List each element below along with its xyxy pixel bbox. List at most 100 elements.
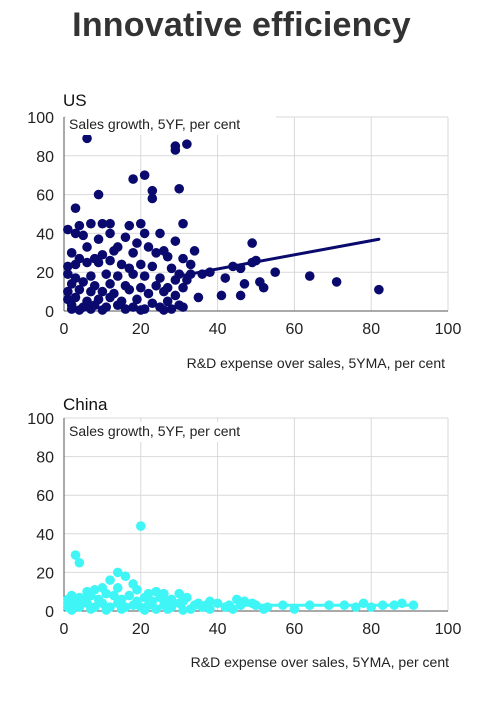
data-point [120,304,131,314]
data-point [78,277,88,287]
data-point [124,284,135,295]
data-point [159,305,169,315]
data-point [155,273,165,283]
data-point [112,583,123,593]
data-point [82,133,92,144]
data-point [143,288,154,299]
x-tick-label: 60 [286,621,304,638]
data-point [185,259,196,270]
y-note-bg [66,422,276,442]
data-point [101,605,112,615]
data-point [151,280,161,291]
data-point [178,218,188,229]
data-point [112,567,123,578]
data-point [151,604,161,614]
data-point [220,602,231,612]
data-point [162,604,173,614]
data-point [101,269,112,279]
y-tick-label: 100 [27,411,54,428]
data-point [235,290,246,301]
data-point [197,602,208,612]
data-point [216,290,227,301]
data-point [74,602,85,612]
data-point [124,220,135,231]
data-point [239,279,250,289]
data-point [109,246,119,256]
data-point [155,228,165,239]
panel-title-us: US [63,91,87,110]
us-scatter-chart: US 0 20 40 60 80 100 0 20 40 60 80 100 Sales growth… [27,91,462,371]
data-point [212,598,223,609]
data-point [178,302,188,312]
data-point [105,575,115,585]
data-point [74,557,85,568]
data-point [120,571,131,582]
data-point [63,224,73,235]
data-point [86,271,96,281]
data-point [304,271,315,281]
data-point [128,248,138,258]
data-point [136,305,146,315]
x-tick-label: 20 [132,621,150,638]
data-point [128,302,138,312]
data-point [178,253,188,264]
data-point [166,304,177,314]
y-tick-label: 80 [36,450,54,467]
data-point [147,261,158,272]
data-point [116,604,127,614]
data-point [78,230,88,241]
grid [63,417,449,612]
data-point [220,273,231,283]
x-tick-label: 100 [435,321,462,338]
data-point [162,251,173,262]
y-note-bg [66,115,276,135]
data-point [170,236,181,246]
data-point [70,292,81,303]
y-axis-label-us: Sales growth, 5YF, per cent [69,116,240,132]
y-tick-label: 20 [36,565,54,582]
data-point [155,592,165,603]
x-tick-label: 0 [60,621,69,638]
data-point [82,242,92,252]
x-tick-label: 20 [132,321,150,338]
data-point [193,292,204,303]
x-tick-label: 40 [209,621,227,638]
data-point [139,228,150,239]
data-point [331,277,342,287]
data-point [174,183,184,194]
data-point [136,218,146,229]
data-point [112,300,123,310]
data-point [86,590,96,601]
data-point [93,189,104,200]
data-point [228,604,238,614]
data-point [170,290,181,301]
y-tick-label: 0 [45,604,54,621]
data-point [151,248,161,258]
data-point [128,174,138,184]
data-point [86,304,96,314]
data-point [270,267,281,277]
data-point [70,550,81,560]
data-point [97,249,108,260]
data-point [170,275,181,285]
data-point [143,242,154,252]
y-tick-label: 20 [36,265,54,282]
x-tick-label: 80 [362,621,380,638]
data-point [74,220,85,231]
x-tick-label: 100 [435,621,462,638]
data-point [374,284,384,295]
x-tick-label: 80 [362,321,380,338]
data-point [174,588,184,599]
data-point [105,292,115,303]
data-point [205,604,215,614]
data-point [132,238,142,248]
data-point [66,279,77,289]
data-point [70,228,81,239]
data-point [86,218,96,229]
data-point [93,257,104,268]
data-point [136,259,146,270]
data-point [105,228,115,239]
y-axis-label-china: Sales growth, 5YF, per cent [69,423,240,439]
data-point [120,232,131,243]
x-tick-label: 60 [286,321,304,338]
